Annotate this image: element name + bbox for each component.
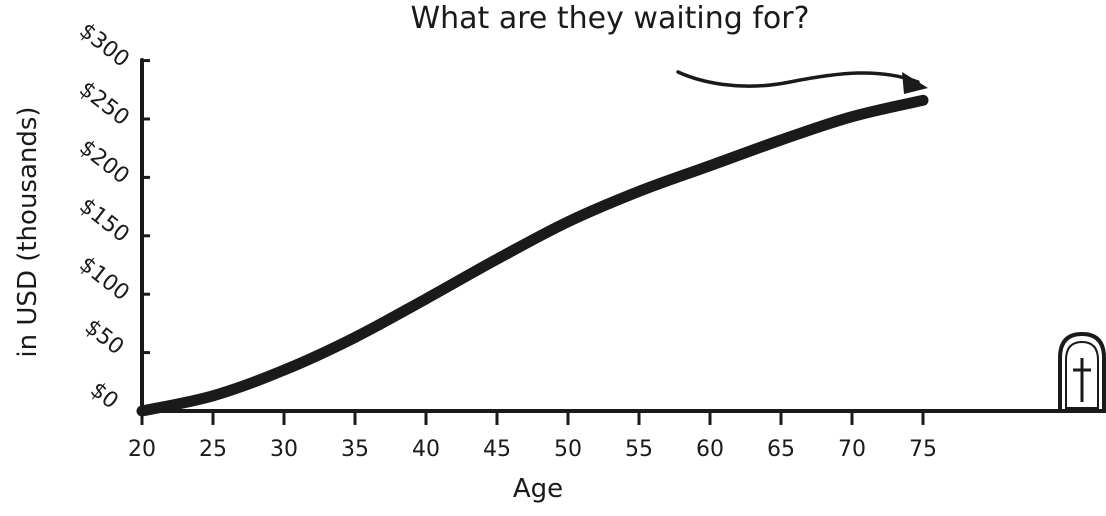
annotation-arrow-line (676, 70, 920, 88)
x-tick-label: 20 (128, 437, 156, 462)
x-tick-label: 35 (341, 437, 369, 462)
data-point (138, 407, 146, 415)
tombstone-icon (1058, 331, 1106, 413)
tombstone-inner (1065, 340, 1099, 409)
data-point (422, 294, 430, 303)
x-tick-label: 55 (625, 437, 653, 462)
x-tick-label: 40 (412, 437, 440, 462)
y-tick-label: $100 (74, 252, 134, 306)
y-tick-label: $50 (80, 315, 128, 361)
data-point (351, 333, 359, 342)
x-tick-label: 45 (483, 437, 511, 462)
x-tick-label: 50 (554, 437, 582, 462)
annotation-arrowhead-icon (902, 72, 928, 94)
x-tick-label: 30 (270, 437, 298, 462)
data-point (564, 217, 572, 226)
series-line (136, 94, 929, 417)
data-point (209, 391, 217, 400)
x-ticks: 20 25 30 35 40 45 50 55 60 65 70 75 (128, 411, 937, 462)
x-tick-label: 75 (909, 437, 937, 462)
data-point (777, 136, 785, 144)
data-point (635, 187, 643, 196)
y-tick-label: $250 (74, 77, 134, 131)
data-point (848, 112, 856, 121)
x-axis-label: Age (513, 474, 563, 504)
x-tick-label: 25 (199, 437, 227, 462)
y-tick-label: $300 (74, 18, 134, 72)
data-point (493, 255, 501, 264)
y-tick-label: $0 (85, 377, 122, 414)
x-tick-label: 70 (838, 437, 866, 462)
y-axis-label: in USD (thousands) (13, 106, 43, 357)
series-layer (136, 94, 929, 417)
data-point (280, 366, 288, 375)
x-tick-label: 65 (767, 437, 795, 462)
data-point (706, 161, 714, 170)
y-tick-label: $200 (74, 135, 134, 189)
data-point (919, 96, 927, 105)
y-tick-label: $150 (74, 194, 134, 248)
annotation-arrow (676, 70, 928, 94)
chart-title: What are they waiting for? (410, 1, 809, 36)
x-tick-label: 60 (696, 437, 724, 462)
y-ticks: $0 $50 $100$150$200$250$300 (74, 18, 150, 414)
